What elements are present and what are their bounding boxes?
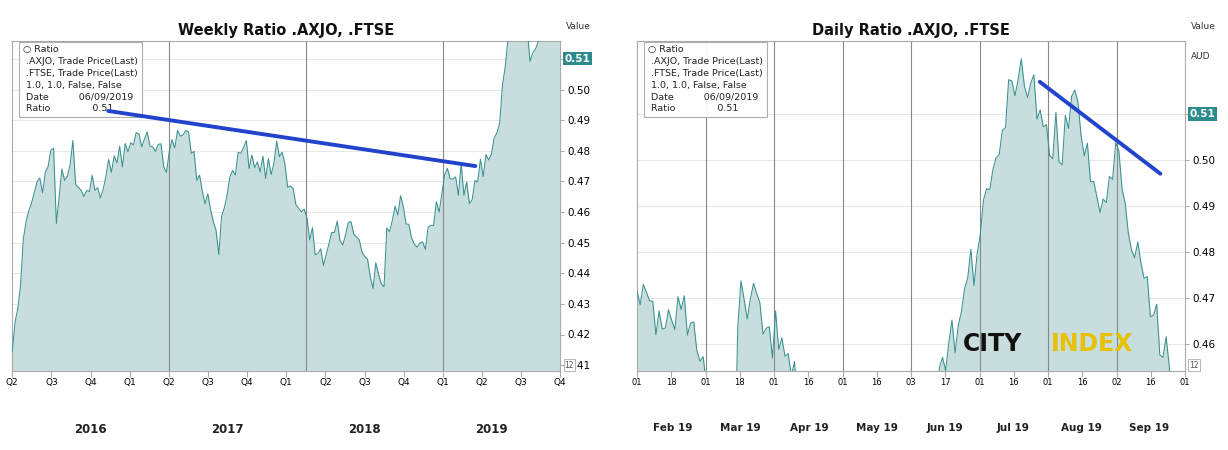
Text: 2017: 2017 [211,423,244,436]
Text: ○ Ratio
 .AXJO, Trade Price(Last)
 .FTSE, Trade Price(Last)
 1.0, 1.0, False, Fa: ○ Ratio .AXJO, Trade Price(Last) .FTSE, … [23,45,139,113]
Text: 0.51: 0.51 [565,54,591,64]
Text: 2019: 2019 [475,423,508,436]
Text: 12: 12 [1190,360,1199,369]
Text: ○ Ratio
 .AXJO, Trade Price(Last)
 .FTSE, Trade Price(Last)
 1.0, 1.0, False, Fa: ○ Ratio .AXJO, Trade Price(Last) .FTSE, … [648,45,763,113]
Text: 0.51: 0.51 [1190,109,1216,119]
Text: Apr 19: Apr 19 [790,423,828,432]
Text: 2016: 2016 [75,423,107,436]
Text: Aug 19: Aug 19 [1061,423,1102,432]
Title: Daily Ratio .AXJO, .FTSE: Daily Ratio .AXJO, .FTSE [812,23,1009,38]
Text: Sep 19: Sep 19 [1130,423,1169,432]
Text: AUD: AUD [566,52,586,61]
Text: INDEX: INDEX [1051,333,1133,356]
Text: AUD: AUD [1190,52,1210,61]
Text: CITY: CITY [963,333,1023,356]
Text: 2018: 2018 [349,423,381,436]
Text: May 19: May 19 [856,423,898,432]
Text: Jun 19: Jun 19 [927,423,964,432]
Text: Value: Value [1190,22,1216,31]
Title: Weekly Ratio .AXJO, .FTSE: Weekly Ratio .AXJO, .FTSE [178,23,394,38]
Text: Feb 19: Feb 19 [653,423,693,432]
Text: Jul 19: Jul 19 [997,423,1029,432]
Text: 12: 12 [565,360,575,369]
Text: Value: Value [566,22,591,31]
Text: Mar 19: Mar 19 [721,423,761,432]
